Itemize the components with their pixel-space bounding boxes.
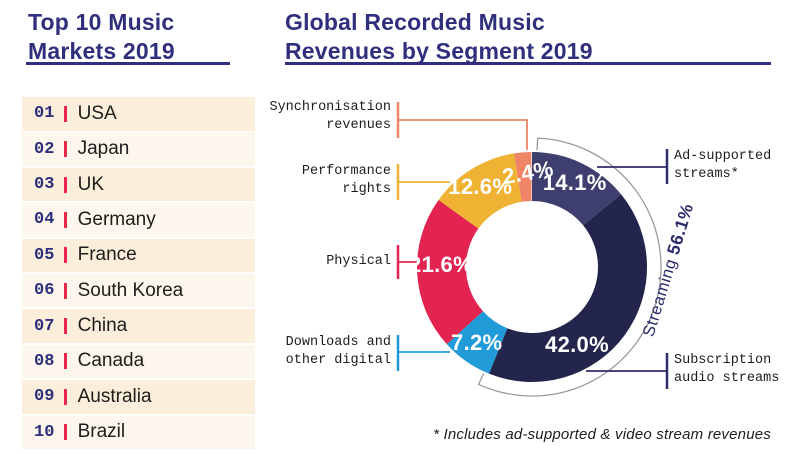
market-rank: 10 xyxy=(34,422,55,442)
donut-segment-0 xyxy=(532,152,622,226)
chart-title-line2: Revenues by Segment 2019 xyxy=(285,38,593,64)
left-title-line1: Top 10 Music xyxy=(28,9,175,35)
market-rank: 06 xyxy=(34,281,55,301)
market-rank: 07 xyxy=(34,316,55,336)
rank-divider xyxy=(64,388,67,405)
segment-value-label: 42.0% xyxy=(545,331,609,357)
chart-footnote: * Includes ad-supported & video stream r… xyxy=(433,426,771,443)
market-row: 01 USA xyxy=(22,97,255,131)
rank-divider xyxy=(64,211,67,228)
market-name: Canada xyxy=(77,350,145,372)
market-rank: 03 xyxy=(34,175,55,195)
donut-segment-1 xyxy=(488,194,648,383)
rank-divider xyxy=(64,141,67,158)
segment-value-label: 21.6% xyxy=(409,252,473,278)
donut-segment-3 xyxy=(416,199,484,345)
callout-synchronisation-revenues: Synchronisation revenues xyxy=(269,100,391,133)
streaming-group-arc xyxy=(477,137,662,397)
market-rank: 02 xyxy=(34,139,55,159)
rank-divider xyxy=(64,353,67,370)
donut-segment-4 xyxy=(438,153,522,229)
donut-segment-2 xyxy=(446,311,508,374)
market-rank: 01 xyxy=(34,104,55,124)
market-name: Japan xyxy=(77,138,130,160)
market-rank: 09 xyxy=(34,387,55,407)
donut-segment-5 xyxy=(514,152,532,202)
market-name: China xyxy=(77,315,128,337)
chart-title: Global Recorded Music Revenues by Segmen… xyxy=(285,8,593,66)
market-name: UK xyxy=(77,173,104,195)
callout-ad-supported-streams: Ad-supported streams* xyxy=(674,149,772,182)
callout-performance-rights: Performance rights xyxy=(301,164,391,197)
leader-line-synchronisation xyxy=(398,119,528,150)
segment-value-label: 7.2% xyxy=(451,330,503,356)
rank-divider xyxy=(64,176,67,193)
market-row: 08 Canada xyxy=(22,344,255,379)
market-row: 10 Brazil xyxy=(22,415,255,450)
chart-title-line1: Global Recorded Music xyxy=(285,9,545,35)
market-name: Germany xyxy=(77,208,156,230)
market-row: 05 France xyxy=(22,238,255,273)
left-title-line2: Markets 2019 xyxy=(28,38,175,64)
market-row: 06 South Korea xyxy=(22,273,255,308)
segment-value-label: 14.1% xyxy=(542,170,607,196)
market-row: 07 China xyxy=(22,309,255,343)
callout-physical: Physical xyxy=(326,254,391,269)
market-name: South Korea xyxy=(77,279,184,301)
market-rank: 08 xyxy=(34,351,55,371)
market-name: USA xyxy=(77,102,117,124)
market-rank: 04 xyxy=(34,210,55,230)
callout-downloads-other-digital: Downloads and other digital xyxy=(285,335,391,368)
market-name: France xyxy=(77,244,137,266)
rank-divider xyxy=(64,247,67,264)
rank-divider xyxy=(64,105,67,122)
market-name: Australia xyxy=(77,385,152,407)
market-row: 09 Australia xyxy=(22,380,255,414)
market-row: 03 UK xyxy=(22,167,255,202)
rank-divider xyxy=(64,318,67,335)
segment-value-label: 12.6% xyxy=(448,174,513,200)
left-title-underline xyxy=(26,62,230,65)
rank-divider xyxy=(64,424,67,441)
chart-title-underline xyxy=(285,62,771,65)
market-row: 02 Japan xyxy=(22,132,255,166)
market-row: 04 Germany xyxy=(22,203,255,237)
market-rank: 05 xyxy=(34,245,55,265)
left-panel-title: Top 10 Music Markets 2019 xyxy=(28,8,175,66)
rank-divider xyxy=(64,282,67,299)
market-name: Brazil xyxy=(77,421,126,443)
callout-subscription-audio-streams: Subscription audio streams xyxy=(674,353,780,386)
market-list: 01 USA 02 Japan 03 UK 04 Germany 05 France 06 South… xyxy=(22,97,255,451)
